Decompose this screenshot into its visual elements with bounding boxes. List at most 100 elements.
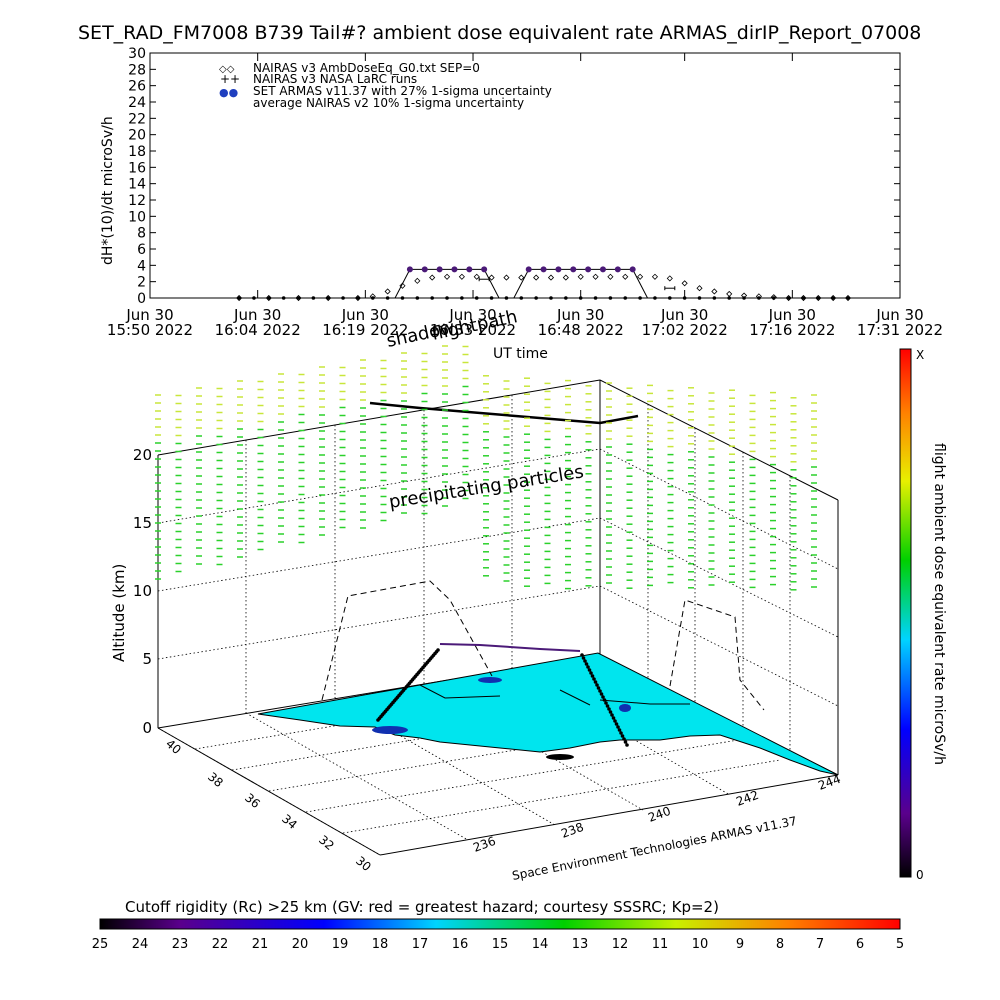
flight-track-point bbox=[590, 674, 595, 678]
armas-point bbox=[445, 296, 449, 300]
longitude-tick-label: 244 bbox=[816, 772, 842, 793]
nairas-diamond-point bbox=[414, 277, 421, 284]
top-y-tick-label: 28 bbox=[128, 62, 146, 78]
nairas-diamond-point bbox=[473, 273, 480, 280]
flight-track-point bbox=[623, 740, 628, 744]
top-y-tick-label: 14 bbox=[128, 177, 146, 193]
legend-label-armas: SET ARMAS v11.37 with 27% 1-sigma uncert… bbox=[253, 84, 552, 98]
flight-track-point bbox=[607, 707, 611, 711]
top-x-tick-label-date: Jun 30 bbox=[341, 306, 389, 324]
armas-point bbox=[534, 296, 538, 300]
flight-track-point bbox=[592, 677, 596, 681]
bottom-colorbar-tick-label: 9 bbox=[736, 937, 744, 952]
bottom-colorbar-tick-label: 25 bbox=[92, 937, 109, 952]
avg-nairas-point bbox=[585, 266, 592, 273]
particles-label: precipitating particles bbox=[387, 461, 585, 513]
top-y-axis-label: dH*(10)/dt microSv/h bbox=[100, 116, 116, 265]
latitude-tick-label: 34 bbox=[279, 812, 300, 833]
armas-point bbox=[712, 296, 717, 300]
flight-track-point bbox=[601, 695, 605, 699]
surface-contours bbox=[419, 684, 690, 706]
bottom-colorbar-tick-label: 15 bbox=[492, 937, 509, 952]
flight-track-point bbox=[616, 725, 620, 729]
longitude-tick-label: 236 bbox=[471, 834, 497, 855]
latitude-tick-label: 32 bbox=[316, 833, 337, 854]
nairas-diamond-point bbox=[577, 273, 584, 280]
top-x-tick-label-date: Jun 30 bbox=[768, 306, 816, 324]
flight-track-point bbox=[436, 648, 440, 652]
right-colorbar: X 0 flight ambient dose equivalent rate … bbox=[899, 348, 947, 882]
flight-track-point bbox=[599, 692, 604, 696]
flight-track bbox=[376, 648, 629, 747]
avg-nairas-point bbox=[436, 266, 443, 273]
nairas-diamond-point bbox=[666, 275, 673, 282]
armas-point bbox=[578, 296, 583, 300]
longitude-tick-label: 240 bbox=[646, 804, 672, 825]
armas-point bbox=[474, 296, 479, 300]
nairas-diamond-point bbox=[518, 274, 525, 281]
precipitating-particles bbox=[155, 345, 817, 591]
surface-dark-patches bbox=[372, 677, 631, 760]
nairas-diamond-point bbox=[622, 273, 629, 280]
bottom-colorbar-tick-label: 23 bbox=[172, 937, 189, 952]
page-title: SET_RAD_FM7008 B739 Tail#? ambient dose … bbox=[78, 22, 922, 44]
armas-point bbox=[311, 296, 316, 300]
flight-track-point bbox=[620, 734, 625, 738]
floor-edges bbox=[157, 727, 839, 856]
bottom-colorbar-tick-label: 19 bbox=[332, 937, 349, 952]
nairas-diamond-point bbox=[681, 280, 688, 287]
legend-symbol-nairas-larc: ++ bbox=[220, 72, 240, 86]
bottom-colorbar-tick-label: 5 bbox=[896, 937, 904, 952]
bottom-colorbar-tick-label: 22 bbox=[212, 937, 229, 952]
flight-track-point bbox=[581, 656, 586, 660]
bottom-colorbar-tick-label: 10 bbox=[692, 937, 709, 952]
armas-point bbox=[281, 296, 286, 300]
top-x-tick-label-time: 16:48 2022 bbox=[538, 321, 624, 339]
top-x-axis-label: UT time bbox=[493, 346, 548, 362]
armas-point bbox=[816, 296, 821, 300]
nairas-diamond-point bbox=[503, 274, 510, 281]
legend-symbol-nairas-g0: ◇◇ bbox=[219, 64, 235, 75]
nairas-diamond-point bbox=[443, 273, 451, 280]
armas-point bbox=[846, 296, 850, 300]
flight-track-point bbox=[622, 737, 626, 741]
bottom-colorbar: Cutoff rigidity (Rc) >25 km (GV: red = g… bbox=[92, 898, 904, 952]
nairas-diamond-point bbox=[726, 290, 733, 297]
flight-track-point bbox=[608, 710, 613, 714]
flight-track-point bbox=[595, 683, 599, 687]
armas-point bbox=[326, 296, 331, 300]
bottom-colorbar-tick-label: 17 bbox=[412, 937, 429, 952]
nairas-diamond-point bbox=[384, 288, 391, 295]
top-x-tick-label-date: Jun 30 bbox=[448, 306, 496, 324]
nairas-diamond-point bbox=[562, 274, 569, 281]
flightpath-line bbox=[439, 643, 581, 652]
top-x-tick-label-time: 16:04 2022 bbox=[215, 321, 301, 339]
bottom-colorbar-tick-label: 6 bbox=[856, 937, 864, 952]
flight-track-point bbox=[602, 698, 607, 702]
armas-point bbox=[742, 296, 746, 300]
latitude-tick-label: 40 bbox=[163, 737, 184, 758]
top-x-tick-label-date: Jun 30 bbox=[875, 306, 923, 324]
flight-track-point bbox=[580, 653, 584, 657]
armas-point bbox=[341, 296, 345, 300]
nairas-diamond-point bbox=[844, 294, 852, 302]
armas-point bbox=[697, 296, 702, 300]
armas-point bbox=[623, 296, 628, 300]
bottom-colorbar-tick-label: 12 bbox=[612, 937, 629, 952]
nairas-diamond-point bbox=[637, 273, 644, 280]
avg-nairas-point bbox=[451, 266, 458, 273]
armas-point bbox=[400, 296, 405, 300]
flight-track-point bbox=[589, 671, 593, 675]
armas-point bbox=[593, 296, 598, 300]
altitude-tick-label: 15 bbox=[133, 514, 152, 532]
nairas-diamond-point bbox=[399, 282, 406, 289]
top-x-tick-label-time: 17:16 2022 bbox=[749, 321, 835, 339]
bottom-colorbar-tick-label: 21 bbox=[252, 937, 269, 952]
avg-nairas-point bbox=[406, 266, 413, 273]
top-y-tick-label: 0 bbox=[137, 291, 146, 307]
top-y-tick-label: 8 bbox=[137, 226, 146, 242]
avg-nairas-point bbox=[540, 266, 547, 273]
